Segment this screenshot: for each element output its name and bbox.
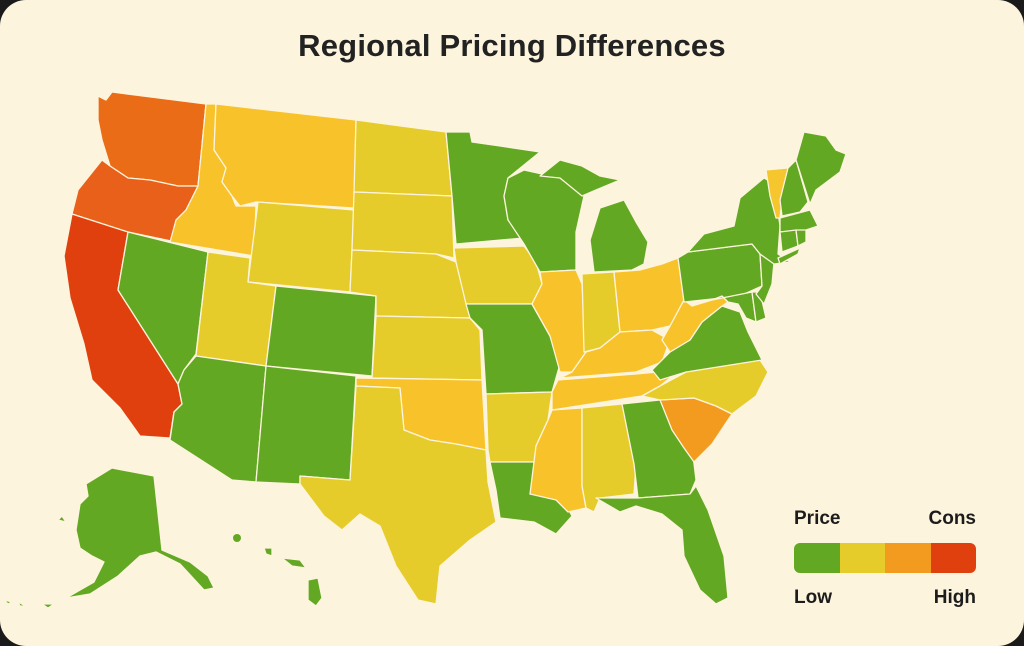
legend-swatch-low-mid	[839, 543, 885, 573]
legend-top-right-label: Cons	[928, 508, 977, 529]
state-il[interactable]	[531, 269, 587, 373]
state-me[interactable]	[795, 131, 847, 205]
state-co[interactable]	[265, 285, 377, 377]
legend-top-left-label: Price	[794, 508, 841, 529]
legend-color-scale	[794, 543, 976, 573]
state-sd[interactable]	[351, 191, 455, 259]
state-ks[interactable]	[371, 315, 483, 381]
state-mi[interactable]	[589, 199, 649, 273]
state-wy[interactable]	[247, 201, 355, 293]
state-ri[interactable]	[795, 229, 807, 247]
state-mt[interactable]	[213, 103, 357, 209]
chart-title: Regional Pricing Differences	[298, 28, 726, 63]
state-hi-maui	[281, 557, 307, 569]
state-az[interactable]	[169, 355, 267, 483]
state-tx[interactable]	[299, 385, 497, 605]
state-hi[interactable]	[307, 577, 323, 607]
state-ky[interactable]	[559, 329, 671, 379]
legend-low-label: Low	[794, 587, 832, 608]
alaska-islands	[3, 515, 67, 609]
state-hi-oahu	[263, 547, 273, 557]
legend-swatch-low	[794, 543, 840, 573]
long-island	[777, 247, 801, 265]
legend-swatch-high	[930, 543, 976, 573]
legend: Price Cons Low High	[794, 508, 976, 609]
state-hi-niihau	[233, 534, 241, 542]
legend-swatch-mid-high	[885, 543, 931, 573]
state-mi-upper[interactable]	[539, 159, 621, 197]
state-ct[interactable]	[779, 229, 799, 253]
state-nc[interactable]	[641, 359, 769, 415]
state-ia[interactable]	[453, 245, 543, 305]
state-wv[interactable]	[661, 295, 729, 353]
state-fl[interactable]	[595, 485, 729, 605]
state-nd[interactable]	[353, 119, 453, 197]
legend-high-label: High	[933, 587, 976, 608]
state-ak[interactable]	[65, 467, 215, 599]
state-ma[interactable]	[779, 209, 819, 233]
state-nm[interactable]	[255, 365, 357, 485]
